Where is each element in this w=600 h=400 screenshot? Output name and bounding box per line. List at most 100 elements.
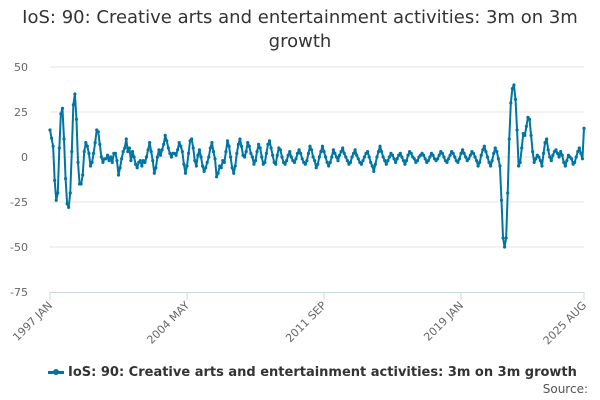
data-point[interactable] <box>445 160 449 164</box>
data-point[interactable] <box>314 166 318 170</box>
data-point[interactable] <box>395 157 399 161</box>
data-point[interactable] <box>236 142 240 146</box>
data-point[interactable] <box>162 142 166 146</box>
data-point[interactable] <box>543 141 547 145</box>
data-point[interactable] <box>457 157 462 161</box>
legend[interactable]: IoS: 90: Creative arts and entertainment… <box>48 365 577 380</box>
data-point[interactable] <box>350 155 354 159</box>
data-point[interactable] <box>548 155 552 159</box>
data-point[interactable] <box>498 164 502 168</box>
data-point[interactable] <box>132 155 136 159</box>
data-point[interactable] <box>303 162 307 166</box>
data-point[interactable] <box>87 151 91 155</box>
data-point[interactable] <box>487 160 491 164</box>
data-point[interactable] <box>274 162 278 166</box>
data-point[interactable] <box>113 151 117 155</box>
data-point[interactable] <box>428 155 432 159</box>
data-point[interactable] <box>243 155 247 159</box>
data-point[interactable] <box>294 157 298 161</box>
data-point[interactable] <box>110 160 114 164</box>
data-point[interactable] <box>53 178 57 182</box>
data-point[interactable] <box>361 159 365 163</box>
data-point[interactable] <box>336 159 340 163</box>
data-point[interactable] <box>288 150 292 154</box>
data-point[interactable] <box>317 155 321 159</box>
data-point[interactable] <box>286 153 290 157</box>
data-point[interactable] <box>247 144 251 148</box>
data-point[interactable] <box>81 173 85 177</box>
data-point[interactable] <box>63 177 68 181</box>
data-point[interactable] <box>199 155 203 159</box>
data-point[interactable] <box>490 159 494 163</box>
data-point[interactable] <box>228 155 233 159</box>
data-point[interactable] <box>378 144 382 148</box>
data-point[interactable] <box>186 151 191 155</box>
data-point[interactable] <box>478 160 482 164</box>
data-point[interactable] <box>398 151 402 155</box>
data-point[interactable] <box>84 141 88 145</box>
data-point[interactable] <box>79 182 83 186</box>
data-point[interactable] <box>520 146 524 150</box>
data-point[interactable] <box>165 139 169 143</box>
data-point[interactable] <box>213 157 217 161</box>
data-point[interactable] <box>456 160 460 164</box>
data-point[interactable] <box>540 164 544 168</box>
data-point[interactable] <box>200 164 205 168</box>
data-point[interactable] <box>67 205 71 209</box>
data-point[interactable] <box>316 162 320 166</box>
data-point[interactable] <box>557 155 561 159</box>
data-point[interactable] <box>216 171 220 175</box>
data-point[interactable] <box>376 150 381 154</box>
data-point[interactable] <box>372 169 376 173</box>
data-point[interactable] <box>495 150 499 154</box>
data-point[interactable] <box>337 153 342 157</box>
data-point[interactable] <box>204 166 208 170</box>
data-point[interactable] <box>532 160 536 164</box>
data-point[interactable] <box>426 159 430 163</box>
data-point[interactable] <box>579 151 583 155</box>
data-point[interactable] <box>431 153 435 157</box>
data-point[interactable] <box>214 175 219 179</box>
data-point[interactable] <box>559 150 563 154</box>
data-point[interactable] <box>504 236 508 240</box>
data-point[interactable] <box>380 150 384 154</box>
data-point[interactable] <box>235 151 239 155</box>
data-point[interactable] <box>560 153 564 157</box>
data-point[interactable] <box>442 155 446 159</box>
data-point[interactable] <box>283 162 287 166</box>
data-point[interactable] <box>177 141 181 145</box>
data-point[interactable] <box>323 155 328 159</box>
data-point[interactable] <box>330 155 334 159</box>
data-point[interactable] <box>250 155 254 159</box>
data-point[interactable] <box>134 162 138 166</box>
data-point[interactable] <box>68 191 72 195</box>
data-point[interactable] <box>503 245 507 249</box>
data-point[interactable] <box>367 155 371 159</box>
data-point[interactable] <box>160 148 164 152</box>
data-point[interactable] <box>334 155 339 159</box>
data-point[interactable] <box>524 124 529 128</box>
data-point[interactable] <box>423 157 427 161</box>
data-point[interactable] <box>208 146 212 150</box>
data-point[interactable] <box>339 150 343 154</box>
data-point[interactable] <box>460 148 465 152</box>
data-point[interactable] <box>140 164 144 168</box>
data-point[interactable] <box>91 151 96 155</box>
data-point[interactable] <box>507 137 511 141</box>
data-point[interactable] <box>219 166 223 170</box>
data-point[interactable] <box>180 150 184 154</box>
data-point[interactable] <box>436 157 440 161</box>
data-point[interactable] <box>333 151 337 155</box>
data-point[interactable] <box>451 151 455 155</box>
data-point[interactable] <box>144 155 149 159</box>
data-point[interactable] <box>479 153 483 157</box>
data-point[interactable] <box>527 117 532 121</box>
data-point[interactable] <box>90 160 94 164</box>
data-point[interactable] <box>115 159 119 163</box>
data-point[interactable] <box>515 128 519 132</box>
data-point[interactable] <box>116 173 121 177</box>
data-point[interactable] <box>523 133 527 137</box>
data-point[interactable] <box>129 159 133 163</box>
data-point[interactable] <box>355 153 359 157</box>
data-point[interactable] <box>202 169 206 173</box>
